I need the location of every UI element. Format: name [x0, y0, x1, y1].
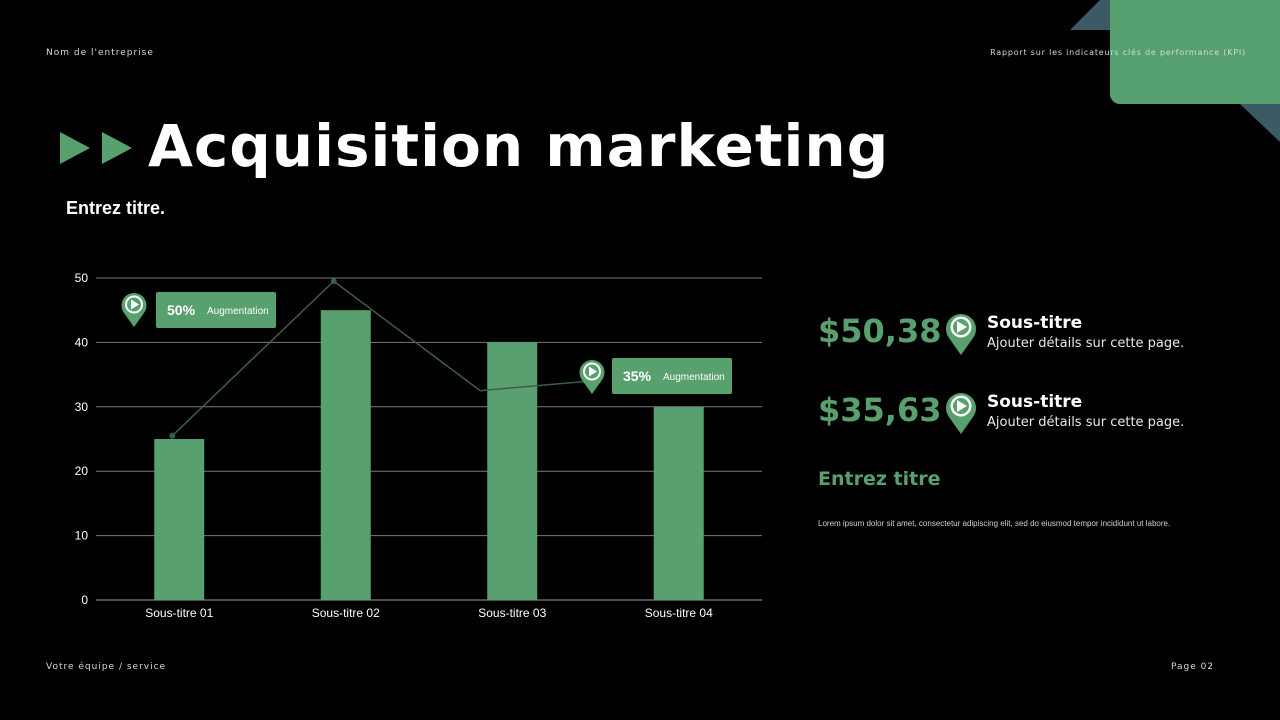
stat-subtitle: Sous-titre — [987, 392, 1083, 412]
page-title: Acquisition marketing — [148, 112, 890, 180]
annotation-value: 35% — [623, 368, 652, 384]
annotation-box — [612, 358, 732, 394]
flag-pin-icon — [946, 393, 976, 434]
trend-point — [330, 278, 337, 285]
bar — [320, 310, 371, 600]
flag-pin-icon — [121, 293, 147, 327]
bar — [653, 406, 704, 600]
bar — [154, 439, 205, 600]
y-tick-label: 30 — [75, 400, 89, 414]
y-tick-label: 20 — [75, 464, 89, 478]
y-tick-label: 50 — [75, 271, 89, 285]
page-subtitle: Entrez titre. — [66, 198, 166, 218]
stat-detail: Ajouter détails sur cette page. — [987, 415, 1185, 430]
bar-chart: 0 10 20 30 40 50 Sous-titre 01 Sous-titre 02 Sou… — [75, 271, 762, 620]
section-body: Lorem ipsum dolor sit amet, consectetur … — [818, 519, 1171, 528]
annotation-label: Augmentation — [207, 306, 269, 317]
y-tick-label: 10 — [75, 529, 89, 543]
x-tick-label: Sous-titre 02 — [312, 606, 380, 620]
x-tick-label: Sous-titre 01 — [145, 606, 213, 620]
annotation-box — [156, 292, 276, 328]
stat-subtitle: Sous-titre — [987, 313, 1083, 333]
trend-point — [169, 432, 176, 439]
annotation-label: Augmentation — [663, 372, 725, 383]
annotation-value: 50% — [167, 302, 196, 318]
stat-value: $50,38 — [818, 312, 942, 350]
x-tick-label: Sous-titre 03 — [478, 606, 546, 620]
page-number: Page 02 — [1171, 662, 1215, 672]
stat-value: $35,63 — [818, 391, 942, 429]
report-title: Rapport sur les indicateurs clés de perf… — [990, 48, 1246, 57]
y-tick-label: 40 — [75, 335, 89, 349]
flag-pin-icon — [579, 360, 605, 394]
x-tick-label: Sous-titre 04 — [645, 606, 713, 620]
flag-pin-icon — [946, 314, 976, 355]
stat-detail: Ajouter détails sur cette page. — [987, 336, 1185, 351]
corner-decoration — [1070, 0, 1280, 142]
y-tick-label: 0 — [81, 593, 88, 607]
bar — [487, 342, 538, 600]
trend-line-segment — [480, 380, 591, 392]
corner-green-block — [1110, 0, 1280, 104]
company-name: Nom de l'entreprise — [46, 48, 154, 58]
section-heading: Entrez titre — [818, 468, 941, 490]
footer-team: Votre équipe / service — [46, 662, 167, 672]
double-arrow-icon — [60, 132, 132, 164]
